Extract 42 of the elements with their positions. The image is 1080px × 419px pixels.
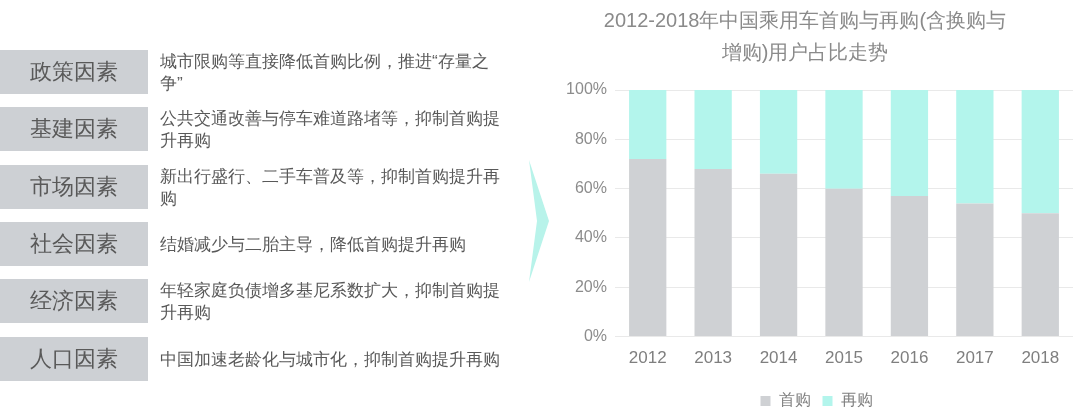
x-tick-label: 2017 [955, 348, 994, 368]
text: 新出行盛行、二手车普及等，抑制首购提升再购 [160, 165, 500, 208]
text: 城市限购等直接降低首购比例，推进“存量之争” [160, 51, 489, 93]
category-label: 人口因素 [30, 344, 118, 373]
legend-label: 首购 [778, 391, 811, 409]
text: 结婚减少与二胎主导，降低首购提升再购 [160, 233, 466, 254]
x-tick-label: 2015 [825, 348, 863, 368]
bar [759, 173, 798, 337]
category-label: 市场因素 [30, 172, 118, 201]
x-tick-label: 2014 [759, 348, 798, 368]
x-tick-label: 2013 [694, 348, 733, 368]
x-tick-label: 2018 [1021, 348, 1060, 368]
bar [629, 90, 667, 160]
text: 中国加速老龄化与城市化，抑制首购提升再购 [160, 348, 500, 369]
category-label: 社会因素 [30, 229, 118, 258]
category-label: 政策因素 [30, 58, 118, 86]
category-label: 经济因素 [30, 287, 118, 316]
y-tick-label: 0% [583, 327, 607, 345]
bar [629, 159, 667, 337]
category-label: 基建因素 [30, 115, 118, 144]
x-tick-label: 2012 [628, 348, 667, 368]
bar [1021, 90, 1059, 214]
y-tick-label: 40% [574, 228, 607, 246]
bar [825, 188, 863, 337]
y-tick-label: 100% [566, 80, 607, 98]
chart-title: 2012-2018年中国乘用车首购与再购(含换购与增购)用户占比走势 [602, 8, 1008, 65]
x-tick-label: 2016 [890, 348, 929, 368]
bar [694, 168, 732, 337]
y-tick-label: 20% [574, 277, 607, 295]
y-tick-label: 60% [574, 179, 607, 197]
text: 年轻家庭负债增多基尼系数扩大，抑制首购提升再购 [160, 280, 500, 323]
legend-label: 再购 [840, 391, 873, 409]
text: 公共交通改善与停车难道路堵等，抑制首购提升再购 [160, 108, 500, 151]
bar [956, 90, 994, 204]
bar [825, 90, 863, 189]
bar [1021, 213, 1059, 337]
y-tick-label: 80% [574, 129, 607, 147]
bar [694, 90, 732, 169]
bar [890, 196, 929, 337]
bar [956, 203, 994, 337]
bar [759, 90, 798, 174]
bar [890, 90, 929, 197]
